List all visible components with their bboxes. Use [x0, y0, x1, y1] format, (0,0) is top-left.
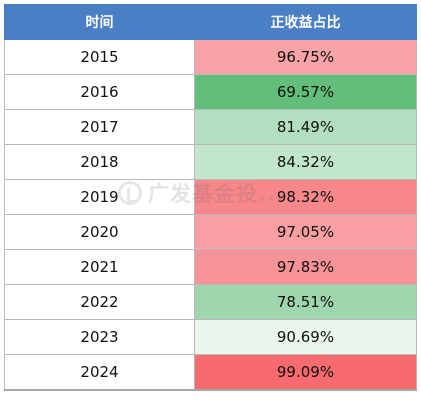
year-cell: 2017: [4, 109, 195, 145]
positive-return-ratio-cell: 99.09%: [194, 354, 417, 391]
positive-return-ratio-cell: 98.32%: [194, 179, 417, 215]
positive-return-ratio-cell: 78.51%: [194, 284, 417, 320]
table-body: 2015 96.75% 2016 69.57% 2017 81.49% 2018 84.32%…: [4, 39, 417, 391]
table-row: 2019 98.32%: [4, 179, 417, 215]
year-cell: 2018: [4, 144, 195, 180]
table-row: 2015 96.75%: [4, 39, 417, 75]
year-cell: 2016: [4, 74, 195, 110]
table-row: 2020 97.05%: [4, 214, 417, 250]
positive-return-ratio-cell: 84.32%: [194, 144, 417, 180]
table-row: 2022 78.51%: [4, 284, 417, 320]
column-header-time: 时间: [4, 4, 195, 40]
table-row: 2018 84.32%: [4, 144, 417, 180]
table-header-row: 时间 正收益占比: [4, 4, 417, 40]
table-row: 2023 90.69%: [4, 319, 417, 355]
positive-return-ratio-cell: 69.57%: [194, 74, 417, 110]
table-row: 2024 99.09%: [4, 354, 417, 391]
table-row: 2017 81.49%: [4, 109, 417, 145]
year-cell: 2022: [4, 284, 195, 320]
year-cell: 2019: [4, 179, 195, 215]
year-cell: 2021: [4, 249, 195, 285]
positive-return-ratio-cell: 97.83%: [194, 249, 417, 285]
positive-return-ratio-cell: 90.69%: [194, 319, 417, 355]
positive-return-table-container: 时间 正收益占比 2015 96.75% 2016 69.57% 2017 81.49% 2…: [4, 4, 417, 391]
year-cell: 2023: [4, 319, 195, 355]
positive-return-ratio-cell: 81.49%: [194, 109, 417, 145]
table-row: 2021 97.83%: [4, 249, 417, 285]
year-cell: 2020: [4, 214, 195, 250]
column-header-positive-return-ratio: 正收益占比: [194, 4, 417, 40]
year-cell: 2015: [4, 39, 195, 75]
year-cell: 2024: [4, 354, 195, 391]
table-row: 2016 69.57%: [4, 74, 417, 110]
positive-return-table: 时间 正收益占比 2015 96.75% 2016 69.57% 2017 81.49% 2…: [4, 4, 417, 391]
positive-return-ratio-cell: 96.75%: [194, 39, 417, 75]
positive-return-ratio-cell: 97.05%: [194, 214, 417, 250]
